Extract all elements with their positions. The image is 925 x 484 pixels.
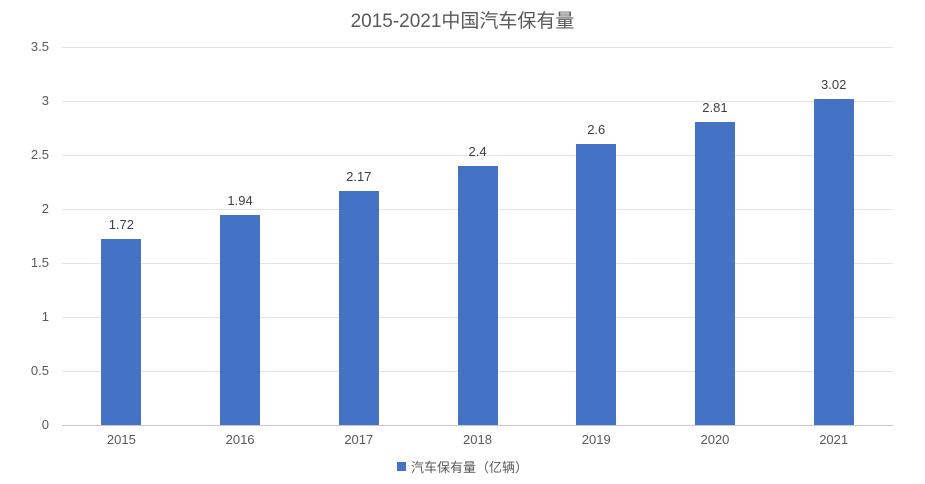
bar-2019 — [576, 144, 617, 425]
bar-2015 — [101, 239, 142, 425]
y-tick-label: 2.5 — [30, 147, 49, 162]
gridline — [62, 101, 893, 102]
value-label: 1.72 — [108, 217, 135, 232]
value-label: 2.81 — [702, 100, 728, 115]
bar-slot: 2.6 — [537, 47, 656, 425]
bar-slot: 2.17 — [299, 47, 418, 425]
gridline — [62, 155, 893, 156]
y-tick-label: 0 — [41, 417, 49, 432]
value-label: 2.4 — [468, 144, 487, 159]
bar-2018 — [457, 166, 498, 425]
bar-slot: 2.4 — [418, 47, 537, 425]
bar-slot: 2.81 — [656, 47, 775, 425]
bars: 1.72 1.94 2.17 2.4 2.6 2.81 3.02 — [62, 47, 893, 425]
bar-slot: 3.02 — [774, 47, 893, 425]
y-tick-label: 1.5 — [30, 255, 49, 270]
x-tick-label-2018: 2018 — [463, 432, 492, 447]
x-tick-label-2021: 2021 — [819, 432, 849, 447]
bar-2021 — [813, 99, 854, 425]
bar-slot: 1.94 — [181, 47, 300, 425]
value-label: 3.02 — [821, 77, 847, 92]
legend-marker-icon — [396, 462, 406, 471]
x-tick-label-2015: 2015 — [106, 432, 136, 447]
y-tick-label: 1 — [41, 309, 49, 324]
x-tick-label-2020: 2020 — [700, 432, 730, 447]
bar-slot: 1.72 — [62, 47, 181, 425]
x-tick-label-2016: 2016 — [225, 432, 255, 447]
value-label: 2.17 — [346, 169, 372, 184]
bar-2020 — [694, 122, 735, 425]
bar-2017 — [338, 191, 379, 425]
x-axis-labels: 2015 2016 2017 2018 2019 2020 2021 — [62, 431, 893, 449]
y-tick-label: 3 — [41, 93, 49, 108]
plot-area: 3.5 3 2.5 2 1.5 1 0.5 0 1.72 1.94 2.17 2.4 2.6 2.81 3… — [31, 39, 893, 432]
legend-series-label: 汽车保有量（亿辆） — [410, 460, 528, 475]
gridline — [62, 47, 893, 48]
x-tick-label-2019: 2019 — [581, 432, 611, 447]
x-tick-label-2017: 2017 — [344, 432, 374, 447]
value-label: 1.94 — [227, 193, 253, 208]
y-tick-label: 2 — [41, 201, 49, 216]
y-tick-label: 3.5 — [30, 39, 49, 54]
bar-2016 — [220, 215, 261, 425]
chart-title: 2015-2021中国汽车保有量 — [350, 11, 575, 32]
y-tick-label: 0.5 — [30, 363, 49, 378]
legend: 汽车保有量（亿辆） — [0, 457, 925, 476]
value-label: 2.6 — [587, 122, 606, 137]
